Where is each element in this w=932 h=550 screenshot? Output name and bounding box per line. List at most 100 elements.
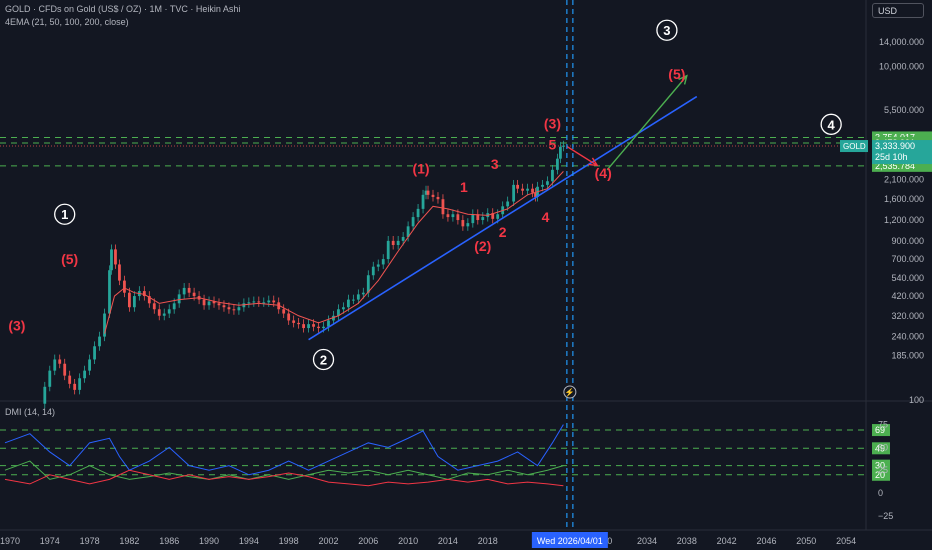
time-tick-label: 2010 xyxy=(398,536,418,546)
price-tick-label: 5,500.000 xyxy=(884,105,924,115)
candle xyxy=(421,194,425,209)
price-tick-label: 185.000 xyxy=(891,350,924,360)
candle xyxy=(182,287,186,295)
price-tick-label: 420.000 xyxy=(891,291,924,301)
alert-icon-glyph: ⚡ xyxy=(565,387,575,397)
candle xyxy=(222,305,226,308)
projection-arrow-up xyxy=(606,75,688,171)
time-tick-label: 1990 xyxy=(199,536,219,546)
price-tick-label: 1,200.000 xyxy=(884,215,924,225)
candle xyxy=(531,188,534,193)
wave-label: (5) xyxy=(61,251,78,267)
chart-title: GOLD · CFDs on Gold (US$ / OZ) · 1M · TV… xyxy=(5,4,241,14)
candle xyxy=(247,302,251,304)
candle xyxy=(202,299,206,306)
countdown-label: 25d 10h xyxy=(875,152,908,162)
wave-circle xyxy=(656,19,678,41)
candle xyxy=(461,220,465,227)
candle xyxy=(396,240,400,246)
time-tick-label: 2046 xyxy=(756,536,776,546)
price-tick-label: 2,100.000 xyxy=(884,175,924,185)
wave-label: (3) xyxy=(544,116,561,132)
candle xyxy=(152,303,156,310)
candle xyxy=(78,378,82,390)
time-tick-label: 2002 xyxy=(318,536,338,546)
candle xyxy=(103,313,106,337)
candle xyxy=(391,240,395,246)
time-tick-label: 1998 xyxy=(279,536,299,546)
candle xyxy=(446,214,450,218)
candle xyxy=(132,296,136,308)
candle xyxy=(83,370,87,379)
candle xyxy=(551,169,554,182)
candle xyxy=(262,302,266,304)
price-tick-label: 540.000 xyxy=(891,273,924,283)
candle xyxy=(93,346,96,360)
candle xyxy=(98,336,101,347)
candle xyxy=(177,294,181,304)
dmi-level-tag xyxy=(872,424,890,437)
candle xyxy=(351,299,355,301)
candle xyxy=(192,292,196,297)
price-level-label: 2,535.784 xyxy=(875,161,915,171)
candle xyxy=(361,292,365,295)
time-tick-label: 2018 xyxy=(478,536,498,546)
candle xyxy=(237,307,241,311)
candle xyxy=(48,370,52,387)
projection-arrow-down xyxy=(567,146,598,167)
candle xyxy=(73,383,77,390)
price-tick-label: 240.000 xyxy=(891,332,924,342)
candle xyxy=(114,249,117,265)
candle xyxy=(356,294,360,300)
candle xyxy=(257,301,261,303)
candle xyxy=(561,145,565,147)
candle xyxy=(466,223,470,227)
dmi-level-tag xyxy=(872,468,890,481)
candle xyxy=(371,266,375,276)
candle xyxy=(426,190,430,195)
candle xyxy=(157,309,161,316)
price-tick-label: 1,600.000 xyxy=(884,194,924,204)
indicator-label[interactable]: 4EMA (21, 50, 100, 200, close) xyxy=(5,17,129,27)
candle xyxy=(128,292,131,308)
candle xyxy=(123,280,126,293)
candle xyxy=(416,208,420,218)
candle xyxy=(43,386,47,404)
candle xyxy=(172,303,176,310)
candle xyxy=(142,291,146,297)
projection-arrow-up-head xyxy=(678,74,688,85)
wave-label: 3 xyxy=(491,156,499,172)
time-tick-label: 2042 xyxy=(717,536,737,546)
wave-label: (1) xyxy=(412,160,429,176)
candle xyxy=(63,363,67,376)
ema-line xyxy=(104,171,564,334)
candle xyxy=(337,309,340,316)
candle xyxy=(187,287,191,293)
wave-label: 4 xyxy=(828,117,836,132)
wave-label: 1 xyxy=(460,179,468,195)
candle xyxy=(147,296,151,304)
time-tick-label: 2050 xyxy=(796,536,816,546)
dmi-indicator-label[interactable]: DMI (14, 14) xyxy=(5,407,56,417)
cursor-date-label: Wed 2026/04/01 xyxy=(537,536,603,546)
candle xyxy=(217,303,221,306)
dmi-tick-label: 50 xyxy=(878,442,888,452)
dmi-series-line xyxy=(4,460,564,480)
candle xyxy=(242,303,246,308)
time-tick-label: 1978 xyxy=(80,536,100,546)
candle xyxy=(481,217,485,221)
candle xyxy=(436,196,440,200)
candle xyxy=(476,214,480,221)
dmi-level-tag xyxy=(872,442,890,455)
candle xyxy=(277,302,281,310)
currency-selector[interactable]: USD xyxy=(872,3,924,18)
candle xyxy=(496,214,500,219)
wave-circle xyxy=(312,348,335,371)
current-price-label: 3,333.900 xyxy=(875,141,915,151)
candle xyxy=(471,214,475,224)
time-tick-label: 2006 xyxy=(358,536,378,546)
wave-circle xyxy=(54,203,76,225)
candle xyxy=(53,359,57,371)
candle xyxy=(327,320,330,327)
